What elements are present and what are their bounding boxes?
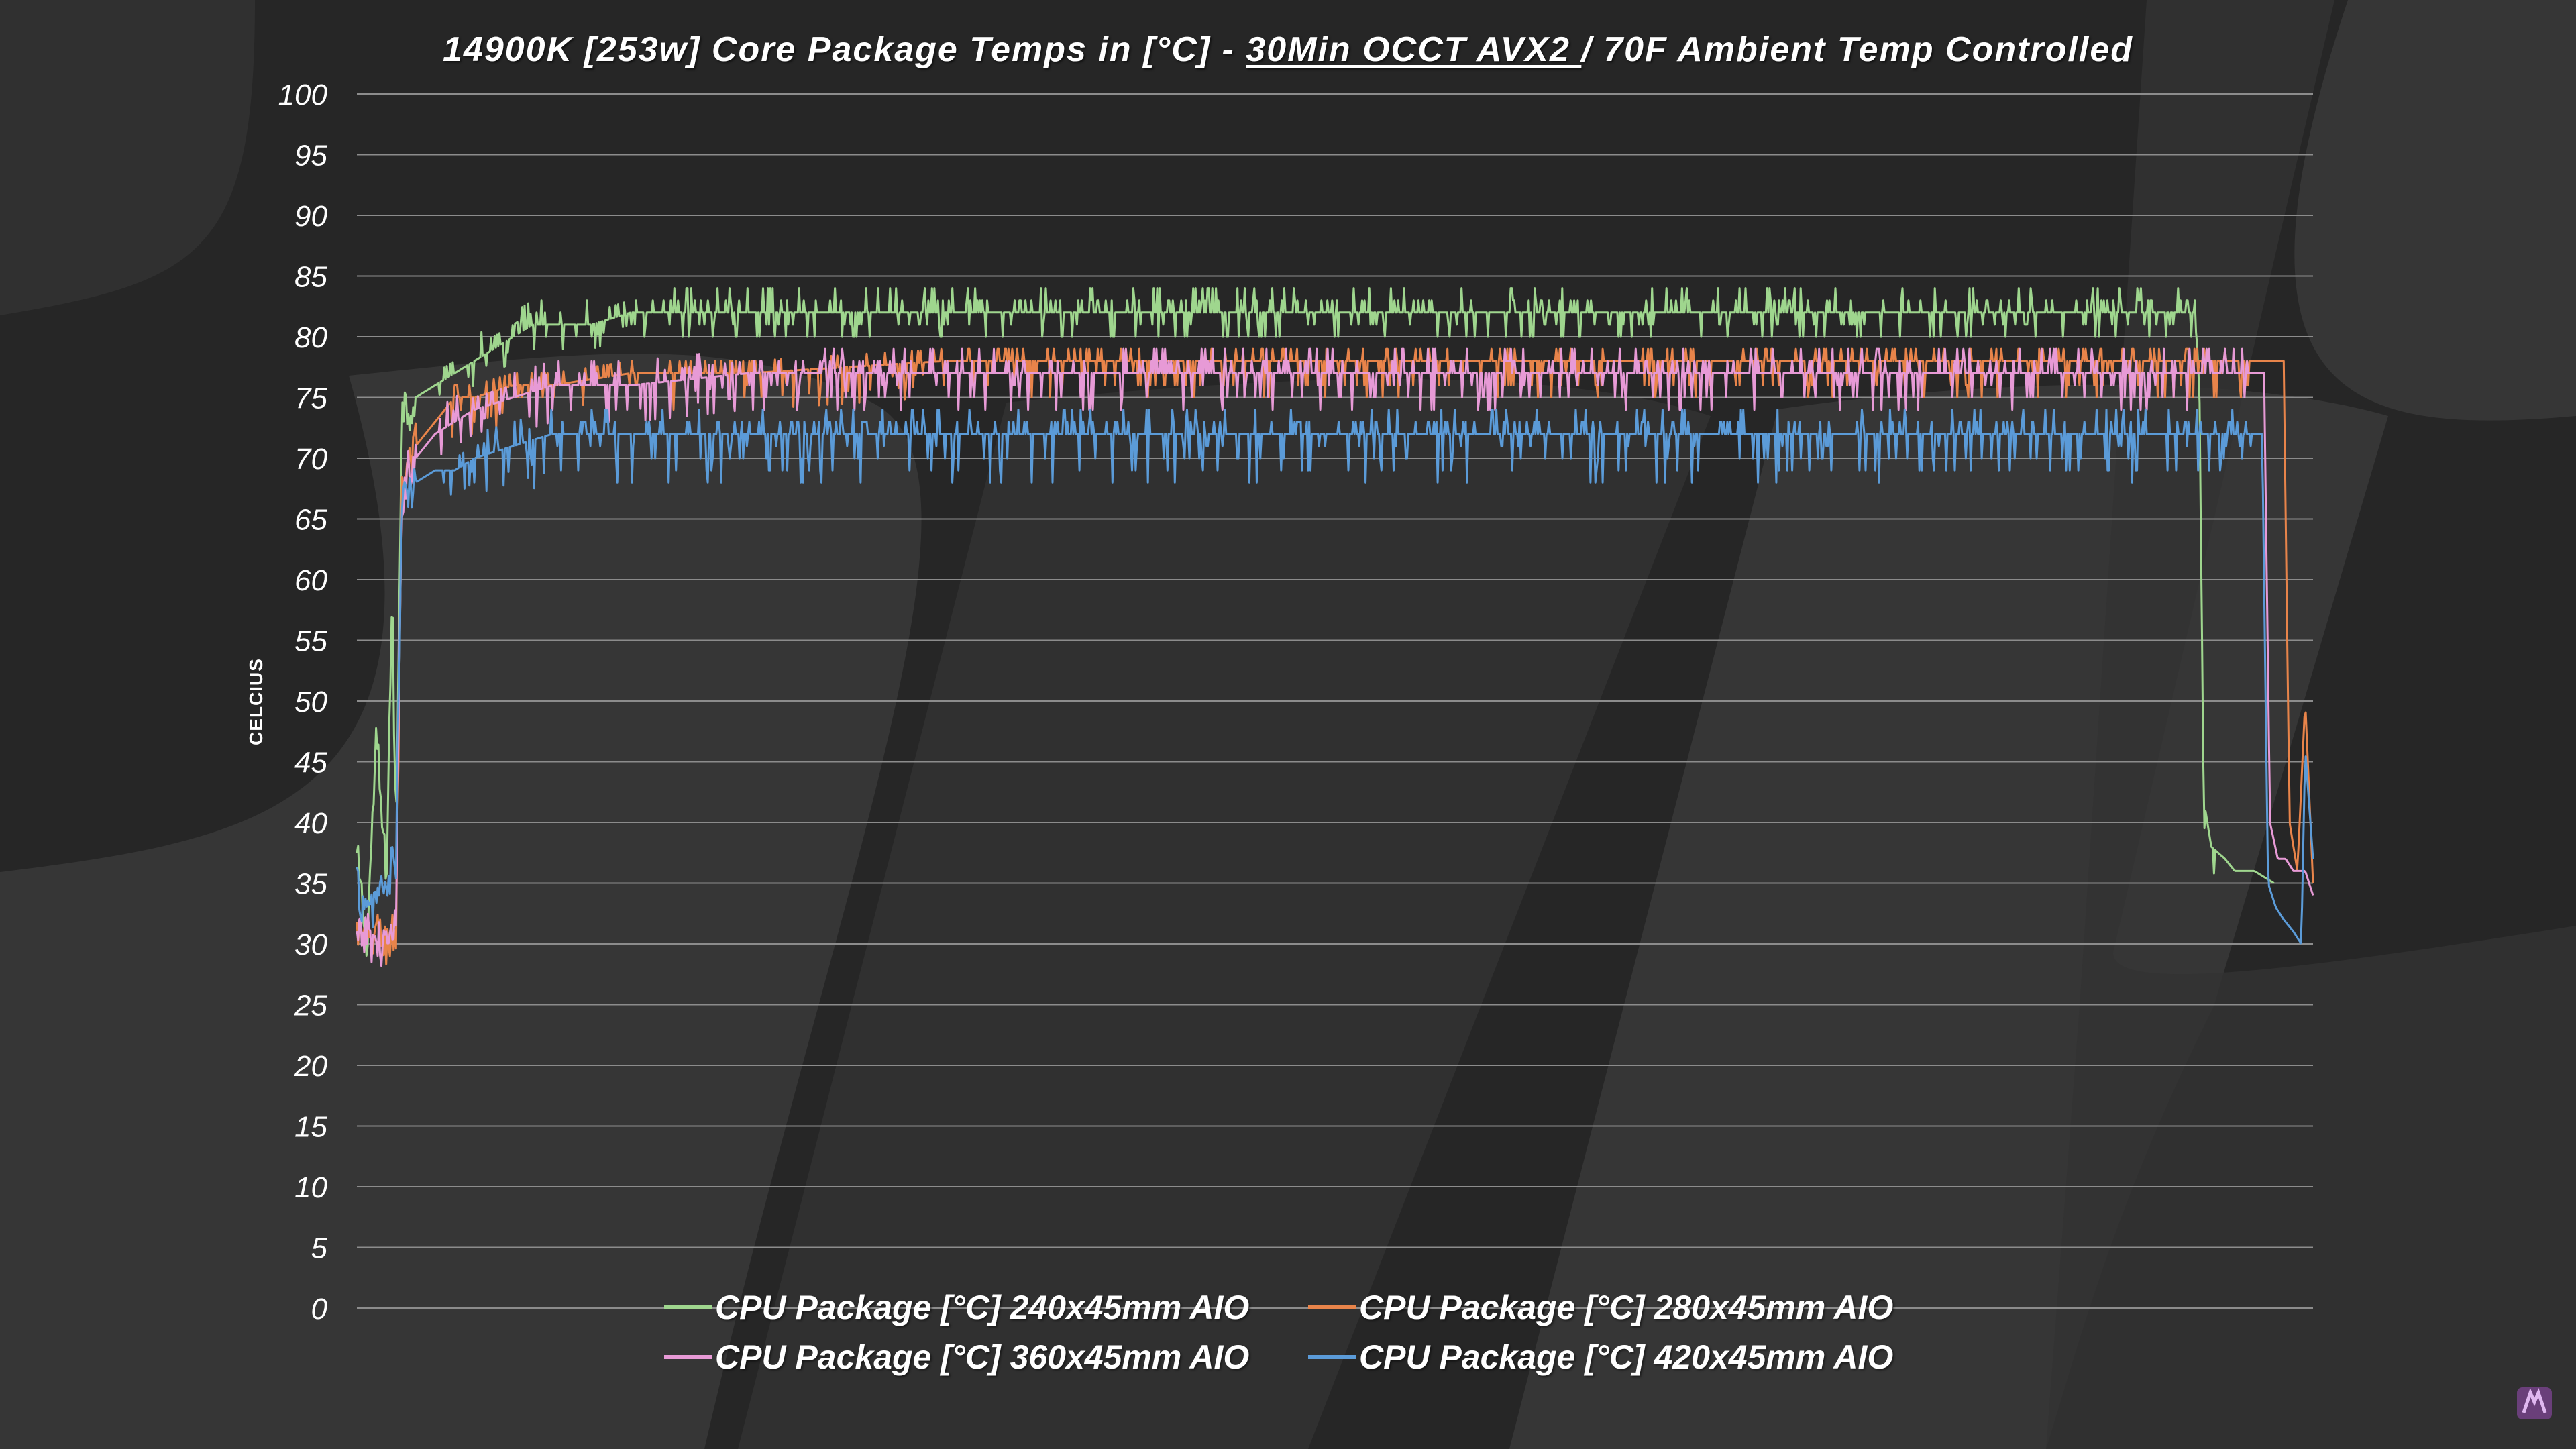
series-line-1 bbox=[356, 287, 2275, 957]
y-tick-label: 65 bbox=[294, 504, 327, 537]
y-tick-label: 15 bbox=[294, 1111, 327, 1144]
legend-label: CPU Package [°C] 240x45mm AIO bbox=[715, 1289, 1250, 1326]
background-shape bbox=[2294, 0, 2576, 421]
y-tick-label: 35 bbox=[294, 868, 327, 901]
y-tick-label: 40 bbox=[294, 807, 327, 840]
series-line-4 bbox=[356, 409, 2314, 945]
legend-label: CPU Package [°C] 280x45mm AIO bbox=[1359, 1289, 1894, 1326]
legend-label: CPU Package [°C] 360x45mm AIO bbox=[715, 1338, 1250, 1376]
y-tick-label: 80 bbox=[294, 321, 327, 354]
y-tick-label: 45 bbox=[294, 747, 327, 780]
y-tick-label: 60 bbox=[294, 564, 327, 597]
legend-swatch bbox=[1308, 1355, 1356, 1359]
y-tick-label: 90 bbox=[294, 200, 327, 233]
y-tick-label: 55 bbox=[294, 625, 327, 658]
y-tick-label: 30 bbox=[294, 928, 327, 961]
y-tick-label: 50 bbox=[294, 686, 327, 718]
background-shape bbox=[0, 0, 255, 315]
background-shape bbox=[0, 354, 922, 1449]
y-tick-label: 100 bbox=[278, 78, 328, 111]
y-tick-label: 95 bbox=[294, 140, 327, 172]
background-shape bbox=[738, 379, 1711, 1449]
y-tick-label: 25 bbox=[294, 989, 327, 1022]
brand-logo-icon bbox=[2517, 1387, 2552, 1419]
y-tick-label: 20 bbox=[294, 1050, 327, 1083]
chart-title-underlined: 30Min OCCT AVX2 bbox=[1246, 30, 1582, 69]
legend-swatch bbox=[664, 1355, 712, 1359]
legend-item-3: CPU Package [°C] 360x45mm AIO bbox=[664, 1338, 1249, 1377]
y-tick-label: 0 bbox=[311, 1293, 328, 1326]
y-tick-label: 75 bbox=[294, 382, 327, 415]
y-tick-label: 5 bbox=[311, 1232, 328, 1265]
legend-label: CPU Package [°C] 420x45mm AIO bbox=[1359, 1338, 1894, 1376]
chart-title-after: / 70F Ambient Temp Controlled bbox=[1581, 30, 2133, 69]
legend-item-1: CPU Package [°C] 240x45mm AIO bbox=[664, 1288, 1249, 1327]
y-axis-label: CELCIUS bbox=[246, 658, 266, 745]
y-tick-label: 10 bbox=[294, 1171, 327, 1204]
background-shape bbox=[2046, 0, 2576, 1449]
legend-swatch bbox=[664, 1305, 712, 1309]
legend-item-2: CPU Package [°C] 280x45mm AIO bbox=[1308, 1288, 1893, 1327]
y-tick-label: 85 bbox=[294, 261, 327, 294]
legend-item-4: CPU Package [°C] 420x45mm AIO bbox=[1308, 1338, 1893, 1377]
y-tick-label: 70 bbox=[294, 443, 327, 476]
series-line-3 bbox=[356, 347, 2314, 967]
chart-title-before: 14900K [253w] Core Package Temps in [°C]… bbox=[443, 30, 1246, 69]
chart-title: 14900K [253w] Core Package Temps in [°C]… bbox=[0, 30, 2576, 70]
legend-swatch bbox=[1308, 1305, 1356, 1309]
